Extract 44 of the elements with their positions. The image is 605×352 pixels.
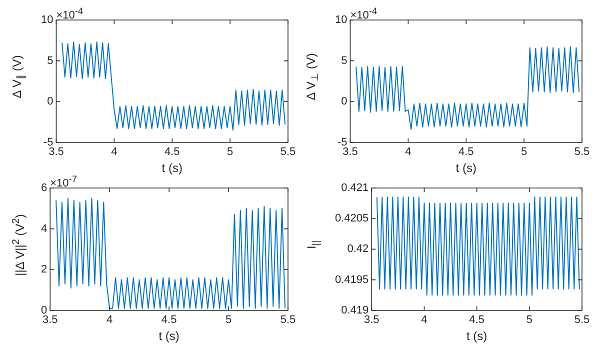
x-tick-label: 3.5 (364, 314, 380, 326)
annotation: ×10$^{-4}$ (350, 6, 378, 22)
x-tick-label: 4.5 (469, 314, 484, 326)
y-tick-label: 0.421 (341, 182, 369, 194)
y-tick-label: 6 (40, 182, 48, 194)
x-tick-label: 5 (520, 146, 528, 158)
y-tick-label: 0 (341, 96, 348, 108)
x-tick-label: 4 (405, 146, 412, 158)
y-tick-label: 5 (47, 54, 54, 67)
x-tick-label: 5 (526, 314, 532, 326)
x-tick-label: 4.5 (164, 146, 180, 158)
x-tick-label: 3.5 (42, 314, 58, 326)
x-tick-label: 4.5 (161, 314, 177, 326)
annotation: ×10$^{-7}$ (50, 174, 77, 190)
x-axis-title: t (s) (158, 329, 180, 344)
y-tick-label: 0.42 (347, 243, 369, 256)
y-tick-label: -5 (43, 136, 54, 148)
y-tick-label: 5 (341, 54, 348, 67)
y-tick-label: 0 (40, 304, 48, 316)
x-axis-title: t (s) (466, 329, 488, 344)
x-tick-label: 3.5 (48, 146, 64, 158)
y-tick-label: 10 (334, 14, 348, 26)
y-tick-label: 10 (40, 14, 54, 26)
x-tick-label: 5 (225, 314, 232, 326)
x-tick-label: 5.5 (574, 146, 590, 158)
x-tick-label: 4.5 (458, 146, 474, 158)
y-tick-label: 0.419 (341, 304, 369, 316)
y-tick-label: 0.4205 (334, 212, 369, 225)
y-tick-label: 0.4195 (334, 274, 369, 286)
x-tick-label: 3.5 (342, 146, 358, 158)
x-tick-label: 5.5 (574, 314, 590, 326)
x-axis-title: t (s) (162, 161, 182, 176)
annotation: ×10$^{-4}$ (56, 6, 84, 22)
x-tick-label: 5.5 (280, 146, 296, 158)
x-tick-label: 5.5 (280, 314, 296, 326)
x-tick-label: 5 (226, 146, 234, 158)
y-tick-label: 0 (47, 96, 54, 108)
y-tick-label: -5 (337, 136, 348, 148)
x-tick-label: 4 (111, 146, 118, 158)
y-tick-label: 4 (40, 222, 48, 235)
y-tick-label: 2 (40, 264, 48, 276)
x-axis-title: t (s) (456, 161, 476, 176)
x-tick-label: 4 (421, 314, 428, 326)
x-tick-label: 4 (106, 314, 113, 326)
